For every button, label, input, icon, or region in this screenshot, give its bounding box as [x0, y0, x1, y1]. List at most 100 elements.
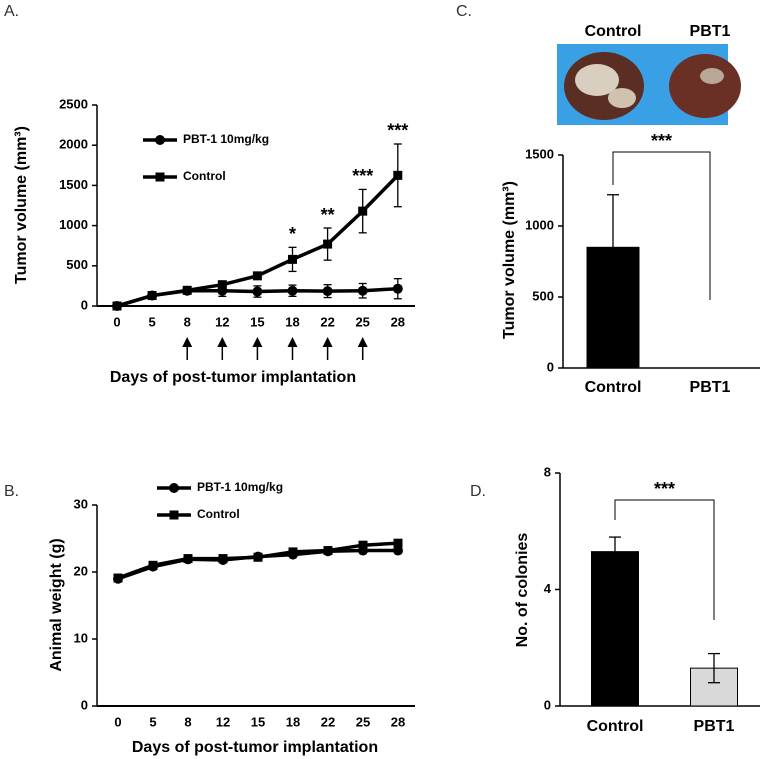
x-tick-label: 28 — [391, 714, 405, 729]
x-tick-label: 15 — [250, 314, 264, 329]
x-tick-label: 25 — [355, 314, 369, 329]
marker — [252, 271, 262, 281]
y-tick-label: 8 — [544, 464, 551, 479]
y-tick-label: 2000 — [59, 137, 88, 152]
significance-label: *** — [352, 166, 373, 186]
x-tick-label: 28 — [391, 314, 405, 329]
y-axis-title: Tumor volume (mm³) — [501, 181, 518, 339]
x-tick-label: 25 — [356, 714, 370, 729]
y-tick-label: 0 — [81, 697, 88, 712]
x-tick-label: 5 — [149, 714, 156, 729]
legend-marker — [155, 172, 165, 182]
marker — [148, 560, 158, 570]
legend-label: PBT-1 10mg/kg — [197, 480, 283, 494]
marker — [288, 254, 297, 264]
y-tick-label: 1000 — [525, 217, 554, 232]
marker — [218, 554, 228, 564]
marker — [358, 540, 368, 550]
x-tick-label: 22 — [320, 314, 334, 329]
y-tick-label: 2500 — [59, 96, 88, 111]
significance-label: *** — [654, 479, 675, 499]
significance-label: ** — [321, 205, 335, 225]
significance-label: * — [289, 224, 296, 244]
x-tick-label: 8 — [184, 314, 191, 329]
x-tick-label: 18 — [286, 714, 300, 729]
arrow-head — [287, 337, 298, 347]
significance-label: *** — [387, 121, 408, 141]
y-axis-title: Tumor volume (mm³) — [13, 126, 30, 284]
marker — [357, 285, 368, 296]
arrow-head — [357, 337, 368, 347]
y-tick-label: 0 — [544, 697, 551, 712]
marker — [253, 552, 263, 562]
image-label: PBT1 — [690, 23, 731, 40]
panel-label: B. — [4, 483, 19, 500]
marker — [113, 573, 123, 583]
marker — [322, 286, 333, 297]
significance-bracket — [612, 151, 711, 300]
y-tick-label: 1500 — [525, 146, 554, 161]
y-tick-label: 500 — [532, 288, 554, 303]
marker — [392, 283, 403, 294]
x-tick-label: PBT1 — [690, 379, 731, 396]
image-label: Control — [585, 23, 642, 40]
photo-tumor — [608, 88, 636, 108]
y-tick-label: 0 — [547, 359, 554, 374]
x-tick-label: 22 — [321, 714, 335, 729]
y-tick-label: 0 — [81, 297, 88, 312]
y-tick-label: 20 — [74, 563, 88, 578]
x-tick-label: 0 — [113, 314, 120, 329]
marker — [182, 285, 192, 295]
panel-label: C. — [456, 3, 472, 20]
photo-tumor — [669, 54, 741, 118]
significance-bracket — [614, 499, 715, 620]
y-tick-label: 10 — [74, 630, 88, 645]
y-axis-title: No. of colonies — [514, 533, 531, 648]
marker — [288, 547, 298, 557]
marker — [252, 286, 263, 297]
error-bar — [708, 652, 720, 684]
panel-label: D. — [470, 483, 486, 500]
legend-marker — [169, 510, 179, 520]
arrow-head — [217, 337, 228, 347]
photo-tumor — [575, 64, 619, 96]
marker — [323, 239, 333, 249]
marker — [147, 291, 157, 301]
significance-label: *** — [651, 131, 672, 151]
x-tick-label: 5 — [148, 314, 155, 329]
x-tick-label: Control — [585, 379, 642, 396]
y-tick-label: 30 — [74, 496, 88, 511]
tumor-photo — [557, 44, 741, 125]
x-tick-label: 15 — [251, 714, 265, 729]
x-tick-label: 0 — [114, 714, 121, 729]
error-bar — [609, 536, 621, 567]
marker — [287, 285, 298, 296]
error-bar — [607, 194, 619, 301]
marker — [183, 554, 193, 564]
arrow-head — [252, 337, 263, 347]
x-tick-label: Control — [587, 718, 644, 735]
bar — [591, 551, 639, 707]
legend-label: Control — [183, 169, 226, 183]
y-tick-label: 1500 — [59, 177, 88, 192]
panel-label: A. — [4, 3, 19, 20]
legend-label: Control — [197, 507, 240, 521]
arrow-head — [182, 337, 193, 347]
marker — [393, 170, 403, 180]
y-axis-title: Animal weight (g) — [48, 538, 65, 671]
legend-label: PBT-1 10mg/kg — [183, 132, 269, 146]
x-axis-title: Days of post-tumor implantation — [110, 369, 356, 386]
legend-marker — [155, 135, 165, 145]
x-tick-label: 12 — [215, 314, 229, 329]
marker — [112, 301, 122, 311]
x-axis-title: Days of post-tumor implantation — [132, 739, 378, 756]
marker — [393, 538, 403, 548]
legend-marker — [169, 483, 179, 493]
photo-tumor — [700, 68, 724, 84]
marker — [217, 280, 227, 290]
x-tick-label: PBT1 — [694, 718, 735, 735]
y-tick-label: 4 — [544, 581, 552, 596]
marker — [393, 545, 403, 556]
